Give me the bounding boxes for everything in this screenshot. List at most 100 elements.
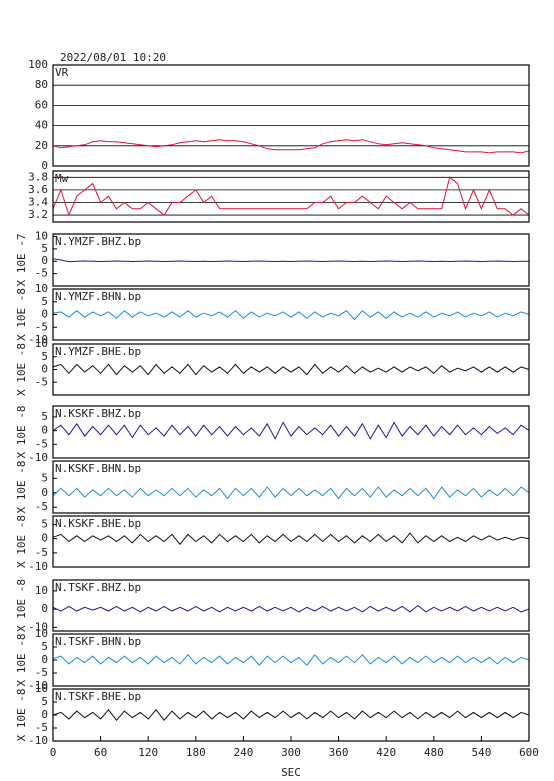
y-tick-label: 5 xyxy=(41,471,48,484)
y-tick-label: 80 xyxy=(35,78,48,91)
y-tick-label: -5 xyxy=(35,267,48,280)
y-tick-label: -10 xyxy=(28,734,48,747)
y-tick-label: -5 xyxy=(35,666,48,679)
y-tick-label: 0 xyxy=(41,363,48,376)
y-tick-label: 0 xyxy=(41,254,48,267)
panel-frame xyxy=(52,579,530,632)
y-tick-label: 40 xyxy=(35,119,48,132)
x-tick-label: 120 xyxy=(138,746,158,759)
y-axis-label: X 10E -7 xyxy=(15,234,28,287)
chart-title: 2022/08/01 10:20 xyxy=(60,51,166,64)
x-tick-label: 180 xyxy=(186,746,206,759)
y-tick-label: 5 xyxy=(41,242,48,255)
x-tick-label: 540 xyxy=(471,746,491,759)
panel-frame xyxy=(52,233,530,287)
y-tick-label: 0 xyxy=(41,308,48,321)
y-axis-label: X 10E -8 xyxy=(15,515,28,568)
y-axis-label: X 10E -8 xyxy=(15,634,28,687)
y-tick-label: 5 xyxy=(41,350,48,363)
panel-frame xyxy=(52,64,530,167)
trace xyxy=(52,176,530,217)
y-tick-label: 5 xyxy=(41,410,48,423)
x-tick-label: 360 xyxy=(329,746,349,759)
trace xyxy=(52,486,530,500)
panel-label: N.KSKF.BHE.bp xyxy=(55,517,141,530)
y-tick-label: -10 xyxy=(28,620,48,633)
y-tick-label: -5 xyxy=(35,546,48,559)
y-tick-label: 0 xyxy=(41,424,48,437)
panel-label: N.YMZF.BHE.bp xyxy=(55,345,141,358)
y-tick-label: 10 xyxy=(35,584,48,597)
y-tick-label: 20 xyxy=(35,139,48,152)
x-tick-label: 60 xyxy=(94,746,107,759)
panel-label: N.TSKF.BHN.bp xyxy=(55,635,141,648)
y-tick-label: 0 xyxy=(41,708,48,721)
x-tick-label: 600 xyxy=(519,746,539,759)
panel-label: N.TSKF.BHZ.bp xyxy=(55,581,141,594)
y-tick-label: 10 xyxy=(35,337,48,350)
y-tick-label: 5 xyxy=(41,518,48,531)
trace xyxy=(52,709,530,721)
y-tick-label: 0 xyxy=(41,653,48,666)
y-tick-label: 60 xyxy=(35,98,48,111)
panel-label: VR xyxy=(55,66,69,79)
panel-label: N.TSKF.BHE.bp xyxy=(55,690,141,703)
y-tick-label: -5 xyxy=(35,375,48,388)
trace xyxy=(52,654,530,666)
y-tick-label: 100 xyxy=(28,58,48,71)
panel-label: N.KSKF.BHZ.bp xyxy=(55,407,141,420)
y-tick-label: 0 xyxy=(41,159,48,172)
panel-frame xyxy=(52,288,530,341)
y-axis-label: X 10E -8 xyxy=(15,461,28,514)
panel-label: Mw xyxy=(55,172,69,185)
trace xyxy=(52,139,530,154)
y-axis-label: X 10E -8 xyxy=(15,406,28,459)
y-tick-label: 5 xyxy=(41,695,48,708)
y-tick-label: -5 xyxy=(35,437,48,450)
trace xyxy=(52,532,530,546)
y-tick-label: -10 xyxy=(28,560,48,573)
y-tick-label: 5 xyxy=(41,640,48,653)
panel-frame xyxy=(52,170,530,223)
panel-label: N.YMZF.BHZ.bp xyxy=(55,235,141,248)
x-axis-label: SEC xyxy=(281,766,301,779)
y-tick-label: -10 xyxy=(28,333,48,346)
trace xyxy=(52,258,529,263)
x-tick-label: 300 xyxy=(281,746,301,759)
panel-label: N.YMZF.BHN.bp xyxy=(55,290,141,303)
trace xyxy=(52,604,530,613)
y-tick-label: 3.6 xyxy=(28,183,48,196)
y-tick-label: -10 xyxy=(28,451,48,464)
y-tick-label: 10 xyxy=(35,282,48,295)
panel-frame xyxy=(52,460,530,514)
panel-frame xyxy=(52,515,530,568)
trace xyxy=(52,310,530,321)
y-tick-label: 3.4 xyxy=(28,195,48,208)
panel-frame xyxy=(52,405,530,459)
y-tick-label: -5 xyxy=(35,721,48,734)
y-tick-label: 3.8 xyxy=(28,170,48,183)
y-axis-label: X 10E -8 xyxy=(15,343,28,396)
y-tick-label: 0 xyxy=(41,602,48,615)
x-tick-label: 240 xyxy=(233,746,253,759)
y-tick-label: -10 xyxy=(28,679,48,692)
y-tick-label: 10 xyxy=(35,627,48,640)
y-tick-label: 10 xyxy=(35,229,48,242)
y-tick-label: -5 xyxy=(35,320,48,333)
y-tick-label: 0 xyxy=(41,486,48,499)
y-tick-label: 3.2 xyxy=(28,208,48,221)
trace xyxy=(52,363,530,376)
panel-frame xyxy=(52,343,530,396)
x-tick-label: 480 xyxy=(424,746,444,759)
x-tick-label: 420 xyxy=(376,746,396,759)
y-tick-label: 0 xyxy=(41,532,48,545)
y-tick-label: -5 xyxy=(35,500,48,513)
y-axis-label: X 10E -8 xyxy=(15,689,28,742)
x-tick-label: 0 xyxy=(50,746,57,759)
panel-frame xyxy=(52,633,530,687)
y-tick-label: 10 xyxy=(35,682,48,695)
y-axis-label: X 10E -8 xyxy=(15,579,28,632)
y-tick-label: 5 xyxy=(41,295,48,308)
trace xyxy=(52,421,530,440)
